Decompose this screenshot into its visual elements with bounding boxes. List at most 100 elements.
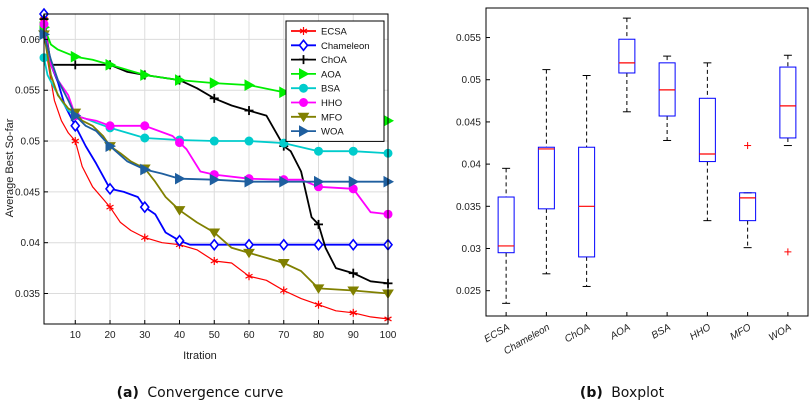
- marker-shape: [314, 175, 325, 188]
- series-marker: [348, 238, 359, 252]
- marker-shape: [348, 175, 360, 188]
- marker-shape: [243, 248, 255, 259]
- series-marker: [244, 136, 254, 146]
- y-tick-label: 0.06: [21, 35, 41, 46]
- caption-right: (b) Boxplot: [580, 385, 665, 401]
- marker-shape: [70, 50, 82, 63]
- series-marker: [71, 137, 80, 146]
- marker-stroke: [245, 273, 253, 279]
- series-marker: [175, 172, 186, 185]
- x-tick-label-hho: HHO: [688, 322, 713, 343]
- x-tick-label: 50: [209, 330, 221, 341]
- legend-marker: [297, 112, 310, 123]
- series-marker: [104, 182, 116, 196]
- y-tick-label: 0.055: [15, 86, 40, 97]
- marker-shape: [105, 58, 117, 71]
- legend-marker: [299, 125, 310, 137]
- marker-shape: [313, 238, 324, 252]
- marker-shape: [277, 259, 290, 269]
- y-tick-label: 0.035: [15, 289, 40, 300]
- series-marker: [105, 58, 117, 71]
- series-woa: [39, 28, 395, 188]
- series-marker: [314, 175, 325, 188]
- legend-marker: [298, 39, 309, 52]
- series-marker: [173, 206, 186, 216]
- legend-label: AOA: [321, 69, 342, 80]
- legend-entry-chameleon: Chameleon: [291, 39, 370, 52]
- series-marker: [277, 259, 290, 269]
- series-marker: [244, 79, 256, 91]
- series-marker: [348, 175, 360, 188]
- legend-label: ChOA: [321, 55, 348, 66]
- y-tick-label: 0.045: [15, 187, 40, 198]
- marker-shape: [70, 119, 81, 133]
- box-hho: [698, 62, 716, 222]
- box-choa: [578, 75, 596, 287]
- series-marker: [279, 175, 290, 188]
- y-tick-label: 0.045: [456, 117, 481, 128]
- series-marker: [209, 93, 219, 103]
- box-body: [618, 38, 636, 74]
- series-marker: [208, 228, 221, 238]
- box-body: [578, 146, 596, 258]
- series-marker: [314, 300, 323, 309]
- convergence-plot-frame: [43, 13, 389, 325]
- legend-entry-aoa: AOA: [291, 68, 342, 80]
- caption-right-text: Boxplot: [611, 385, 664, 401]
- convergence-x-axis-label: Itration: [183, 350, 217, 362]
- legend-label: ECSA: [321, 27, 348, 38]
- marker-shape: [70, 109, 82, 122]
- marker-stroke: [349, 310, 358, 316]
- marker-shape: [208, 228, 221, 238]
- series-marker: [70, 50, 82, 63]
- box-chameleon: [537, 69, 555, 275]
- series-marker: [209, 77, 221, 89]
- x-tick-label-mfo: MFO: [728, 322, 753, 343]
- boxplot-boxes: [497, 17, 797, 304]
- series-marker: [210, 256, 219, 265]
- legend-marker: [299, 27, 308, 35]
- x-tick-label-ecsa: ECSA: [483, 322, 512, 345]
- x-tick-label-woa: WOA: [767, 322, 793, 344]
- x-tick-label: 100: [380, 330, 397, 341]
- y-tick-label: 0.025: [456, 286, 481, 297]
- series-marker: [278, 238, 289, 252]
- marker-shape: [279, 175, 290, 188]
- series-marker: [106, 203, 114, 212]
- convergence-chart: 10 20 30 40 50 60 70 80 90 100 0.035 0.04 0.045 0.05…: [4, 7, 397, 362]
- marker-shape: [174, 234, 185, 247]
- marker-shape: [299, 98, 308, 107]
- marker-shape: [297, 112, 310, 123]
- series-marker: [140, 121, 150, 131]
- x-tick-label: 90: [348, 330, 360, 341]
- caption-right-tag: (b): [580, 385, 603, 401]
- marker-stroke: [71, 138, 80, 144]
- series-marker: [279, 86, 290, 99]
- legend-label: HHO: [321, 98, 342, 109]
- legend-entry-woa: WOA: [291, 125, 344, 138]
- marker-shape: [209, 173, 221, 186]
- legend-label: MFO: [321, 112, 342, 123]
- y-tick-label: 0.03: [462, 244, 482, 255]
- marker-shape: [312, 284, 325, 294]
- series-marker: [175, 138, 185, 148]
- x-tick-label-bsa: BSA: [650, 322, 673, 342]
- series-marker: [209, 238, 220, 252]
- x-tick-label: 20: [104, 330, 116, 341]
- legend-label: Chameleon: [321, 41, 370, 52]
- series-marker: [140, 133, 150, 143]
- series-marker: [105, 121, 115, 131]
- series-marker: [313, 238, 324, 252]
- marker-stroke: [106, 204, 114, 210]
- marker-shape: [139, 200, 150, 214]
- marker-shape: [279, 86, 290, 99]
- marker-stroke: [314, 302, 323, 308]
- convergence-y-axis-label: Average Best So-far: [4, 118, 16, 217]
- box-body: [537, 146, 555, 210]
- legend-entry-bsa: BSA: [291, 83, 341, 95]
- convergence-y-ticks: 0.035 0.04 0.045 0.05 0.055 0.06: [15, 35, 48, 300]
- marker-shape: [299, 68, 310, 80]
- series-marker: [105, 140, 117, 152]
- x-tick-label: 10: [70, 330, 82, 341]
- marker-shape: [244, 79, 256, 91]
